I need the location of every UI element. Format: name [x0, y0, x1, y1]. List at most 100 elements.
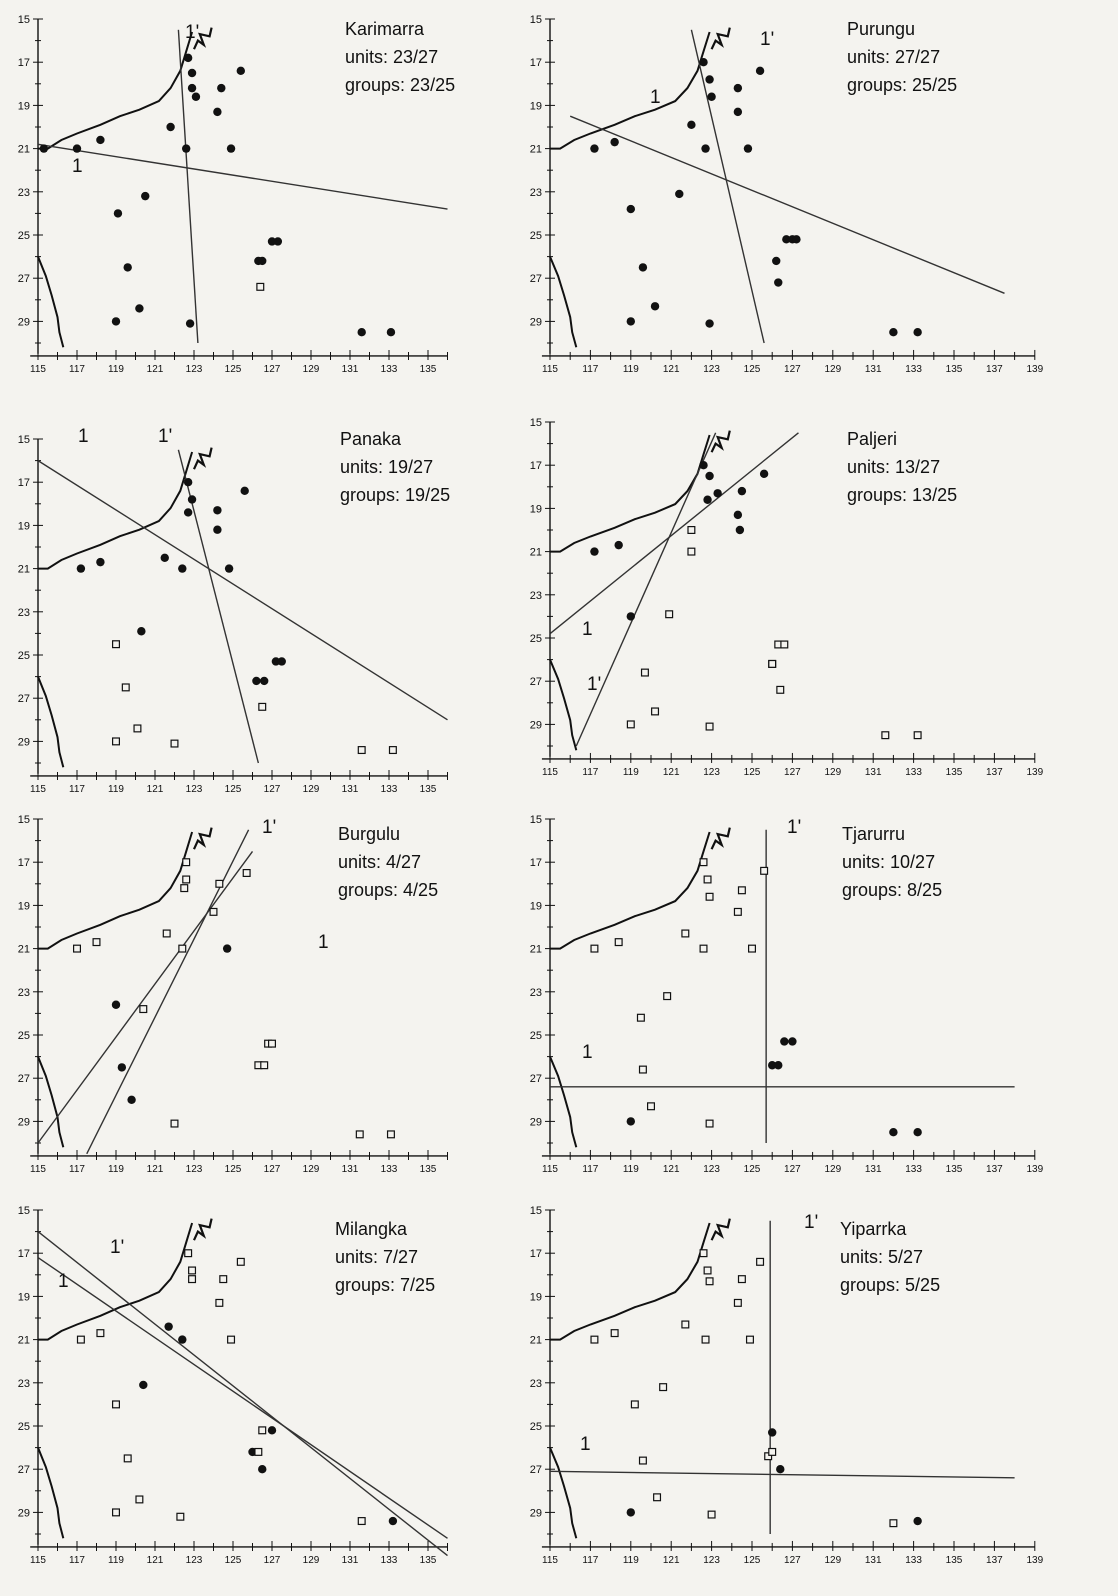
y-tick-label: 19 — [530, 900, 542, 912]
line-2-label: 1' — [262, 817, 276, 838]
x-tick-label: 139 — [1026, 1555, 1043, 1566]
data-point-open — [242, 868, 251, 877]
x-tick-label: 129 — [824, 1164, 841, 1175]
data-point-filled — [127, 1095, 136, 1104]
data-point-filled — [139, 1380, 148, 1390]
data-point-filled — [650, 302, 660, 311]
data-point-filled — [759, 469, 769, 479]
y-tick-label: 21 — [18, 144, 30, 156]
map-panel-paljeri: 15 17 19 21 23 25 27 29 115 117 119 121 123 125 127 129… — [522, 400, 1077, 795]
x-tick-label: 125 — [744, 767, 761, 778]
data-point-filled — [135, 304, 144, 313]
x-tick-label: 127 — [784, 364, 801, 375]
y-tick-label: 25 — [18, 1421, 30, 1433]
data-point-filled — [39, 144, 49, 153]
data-point-open — [182, 858, 191, 867]
data-point-filled — [687, 120, 696, 130]
data-point-open — [123, 1454, 132, 1463]
data-point-open — [260, 1061, 269, 1070]
x-tick-label: 121 — [663, 364, 680, 375]
x-tick-label: 115 — [30, 784, 46, 795]
data-point-filled — [226, 144, 236, 153]
y-tick-label: 19 — [18, 520, 30, 532]
data-point-open — [913, 731, 922, 740]
units-value: 27/27 — [895, 47, 941, 67]
x-tick-label: 135 — [946, 1164, 963, 1175]
x-tick-label: 135 — [420, 364, 437, 375]
coastline — [550, 1222, 711, 1341]
panel-legend: Yiparrka units: 5/27 groups: 5/25 — [840, 1215, 940, 1299]
coastline — [192, 27, 213, 50]
y-tick-label: 23 — [18, 987, 30, 999]
x-tick-label: 117 — [69, 1164, 85, 1175]
data-point-open — [699, 1249, 708, 1258]
data-point-open — [687, 547, 696, 556]
x-tick-label: 117 — [69, 1555, 85, 1566]
panel-legend: Tjarurru units: 10/27 groups: 8/25 — [842, 820, 942, 904]
data-point-filled — [889, 328, 898, 337]
x-tick-label: 127 — [784, 767, 801, 778]
line-2-label: 1' — [787, 817, 801, 838]
x-tick-label: 127 — [784, 1555, 801, 1566]
x-tick-label: 119 — [623, 767, 639, 778]
line-1-label: 1 — [582, 1042, 593, 1063]
line-1-label: 1 — [582, 619, 593, 640]
x-tick-label: 121 — [663, 767, 680, 778]
chart-svg: 15 17 19 21 23 25 27 29 115 117 119 121 123 125 127 129… — [18, 14, 448, 375]
data-point-filled — [236, 66, 245, 76]
y-tick-label: 17 — [530, 857, 542, 869]
data-point-open — [703, 875, 712, 884]
data-point-filled — [707, 92, 716, 101]
language-name: Purungu — [847, 19, 916, 39]
x-tick-label: 123 — [186, 784, 203, 795]
groups-line: groups: 19/25 — [340, 481, 450, 509]
data-point-open — [699, 858, 708, 867]
data-point-open — [638, 1065, 647, 1074]
coastline — [549, 659, 578, 751]
x-tick-label: 135 — [946, 364, 963, 375]
data-point-open — [760, 866, 769, 875]
x-tick-label: 115 — [30, 364, 46, 375]
y-tick-label: 21 — [530, 547, 542, 559]
line-1-label: 1 — [58, 1271, 69, 1292]
units-line: units: 13/27 — [847, 453, 957, 481]
units-line: units: 27/27 — [847, 43, 957, 71]
line-2-label: 1' — [110, 1237, 124, 1258]
data-point-open — [258, 702, 267, 711]
data-point-filled — [178, 1335, 187, 1344]
y-tick-label: 29 — [18, 1116, 30, 1128]
y-tick-label: 29 — [18, 316, 30, 328]
x-tick-label: 133 — [381, 1555, 398, 1566]
data-point-open — [756, 1257, 765, 1266]
x-tick-label: 121 — [663, 1555, 680, 1566]
groups-value: 19/25 — [405, 485, 451, 505]
x-tick-label: 137 — [986, 767, 1003, 778]
chart-svg: 15 17 19 21 23 25 27 29 115 117 119 121 123 125 127 129… — [18, 1205, 448, 1566]
data-point-filled — [217, 83, 226, 93]
data-point-open — [111, 1508, 120, 1517]
data-point-open — [96, 1329, 105, 1338]
x-tick-label: 119 — [108, 1555, 124, 1566]
x-tick-label: 131 — [342, 784, 359, 795]
data-point-filled — [137, 627, 146, 636]
x-tick-label: 115 — [542, 364, 558, 375]
y-tick-label: 23 — [530, 187, 542, 199]
panel-legend: Purungu units: 27/27 groups: 25/25 — [847, 15, 957, 99]
y-tick-label: 25 — [530, 633, 542, 645]
data-point-open — [178, 944, 187, 953]
data-point-filled — [213, 506, 222, 515]
line-1-label: 1 — [78, 426, 89, 447]
data-point-open — [111, 737, 120, 746]
data-point-filled — [178, 564, 187, 573]
coastline — [37, 1056, 65, 1148]
data-point-open — [388, 746, 397, 755]
data-point-open — [630, 1400, 639, 1409]
coastline — [37, 256, 65, 348]
x-tick-label: 125 — [225, 1555, 242, 1566]
data-point-filled — [614, 540, 623, 550]
line-1-label: 1 — [318, 932, 329, 953]
x-tick-label: 129 — [824, 364, 841, 375]
x-tick-label: 125 — [225, 784, 242, 795]
data-point-open — [180, 884, 189, 893]
